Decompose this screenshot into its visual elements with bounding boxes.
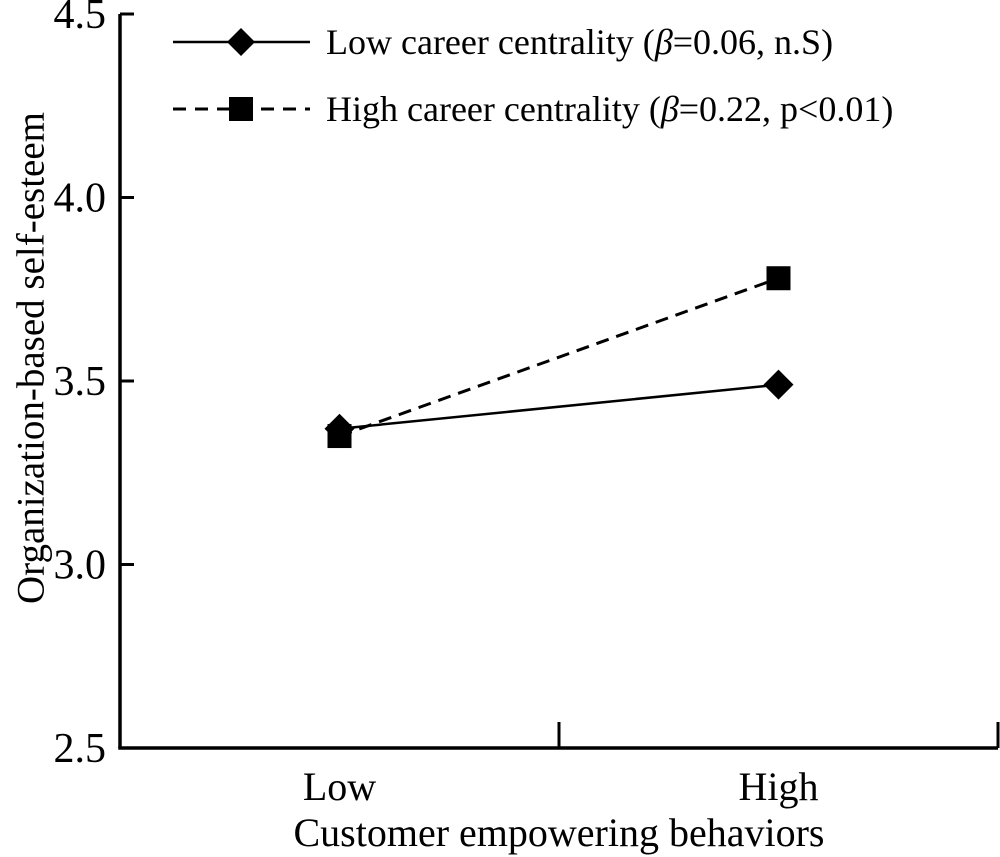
y-axis-title: Organization-based self-esteem xyxy=(9,112,53,604)
legend: Low career centrality (β=0.06, n.S) High … xyxy=(173,22,893,129)
series-line-high-career xyxy=(338,276,780,438)
legend-diamond-icon xyxy=(227,28,255,56)
data-point-diamond xyxy=(763,369,794,400)
data-point-square xyxy=(766,266,791,291)
y-tick-label: 3.5 xyxy=(54,359,107,405)
series-line-low-career xyxy=(339,383,779,430)
y-tick-label: 4.0 xyxy=(54,176,107,222)
y-tick-label: 4.5 xyxy=(54,0,107,38)
legend-label: High career centrality (β=0.22, p<0.01) xyxy=(326,89,893,129)
y-tick-label: 2.5 xyxy=(54,726,107,772)
y-tick-label: 3.0 xyxy=(54,543,107,589)
legend-square-icon xyxy=(229,97,253,121)
legend-label: Low career centrality (β=0.06, n.S) xyxy=(326,22,833,62)
x-tick-label: Low xyxy=(303,764,376,809)
data-point-square xyxy=(327,424,352,449)
legend-item: High career centrality (β=0.22, p<0.01) xyxy=(173,89,893,129)
x-axis-title: Customer empowering behaviors xyxy=(293,810,825,855)
x-tick-label: High xyxy=(739,764,819,809)
legend-item: Low career centrality (β=0.06, n.S) xyxy=(173,22,833,62)
